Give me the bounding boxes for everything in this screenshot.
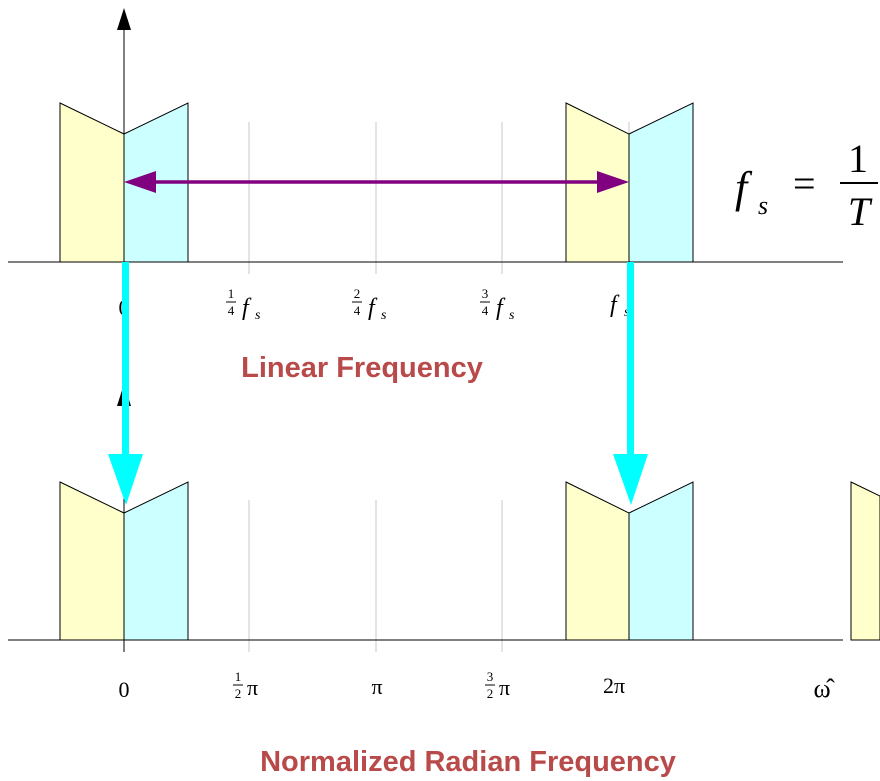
tick-symbol: f xyxy=(242,295,252,321)
bottom-plot: 0 1 2 π π 3 2 π 2π ω̂ Normalized Radian … xyxy=(8,384,880,778)
sampling-interval-double-arrow xyxy=(124,171,629,193)
tick-frac-num: 1 xyxy=(228,286,235,301)
top-spectrum-at-fs xyxy=(565,102,694,263)
formula-subscript: s xyxy=(758,191,768,220)
mapping-arrow-shaft xyxy=(627,262,634,458)
top-tick-quarter-fs: 1 4 f s xyxy=(226,286,261,323)
mapping-arrow-fs xyxy=(613,262,648,505)
formula-denominator: T xyxy=(848,189,873,234)
bottom-spectrum-at-zero xyxy=(59,481,189,641)
bottom-plot-caption: Normalized Radian Frequency xyxy=(260,746,676,778)
mapping-arrow-head xyxy=(108,454,143,505)
tick-subscript: s xyxy=(509,308,515,323)
bottom-tick-two-pi: 2π xyxy=(603,673,625,698)
left-half-band xyxy=(59,481,125,641)
left-half-band xyxy=(850,481,880,641)
tick-frac-den: 2 xyxy=(235,686,242,701)
bottom-tick-pi: π xyxy=(371,674,382,699)
right-half-band xyxy=(628,481,694,641)
omega-hat-axis-symbol: ω̂ xyxy=(813,674,835,703)
tick-frac-num: 3 xyxy=(482,286,489,301)
bottom-spectrum-partial-right xyxy=(850,481,880,641)
bottom-spectrum-at-two-pi xyxy=(565,481,694,641)
top-tick-three-quarter-fs: 3 4 f s xyxy=(480,286,515,323)
tick-frac-den: 4 xyxy=(228,303,235,318)
double-arrow-left-head xyxy=(124,171,156,193)
top-plot: 0 1 4 f s 2 4 f s 3 4 f s f s f xyxy=(8,8,878,384)
right-half-band xyxy=(123,481,189,641)
formula-equals: = xyxy=(793,161,816,206)
left-half-band xyxy=(59,102,125,263)
mapping-arrow-head xyxy=(613,454,648,505)
tick-symbol: f xyxy=(496,295,506,321)
mapping-arrow-zero xyxy=(108,262,143,505)
tick-frac-den: 2 xyxy=(487,686,494,701)
tick-frac-num: 1 xyxy=(235,669,242,684)
double-arrow-right-head xyxy=(597,171,629,193)
top-tick-half-fs: 2 4 f s xyxy=(352,286,387,323)
tick-subscript: s xyxy=(255,308,261,323)
tick-frac-num: 3 xyxy=(487,669,494,684)
formula-lhs: f xyxy=(735,163,753,212)
sampling-frequency-formula: f s = 1 T xyxy=(735,136,878,234)
formula-numerator: 1 xyxy=(848,136,868,181)
tick-frac-num: 2 xyxy=(354,286,361,301)
tick-symbol: f xyxy=(368,295,378,321)
mapping-arrow-shaft xyxy=(122,262,129,458)
bottom-tick-zero: 0 xyxy=(119,677,130,702)
tick-frac-den: 4 xyxy=(482,303,489,318)
tick-subscript: s xyxy=(381,308,387,323)
tick-symbol: f xyxy=(610,292,620,318)
tick-symbol: π xyxy=(247,675,258,700)
tick-frac-den: 4 xyxy=(354,303,361,318)
bottom-tick-three-half-pi: 3 2 π xyxy=(485,669,510,701)
top-plot-caption: Linear Frequency xyxy=(241,352,483,384)
left-half-band xyxy=(565,481,630,641)
right-half-band xyxy=(628,102,694,263)
top-vertical-axis-arrowhead xyxy=(117,8,131,30)
bottom-tick-half-pi: 1 2 π xyxy=(233,669,258,701)
tick-symbol: π xyxy=(499,675,510,700)
